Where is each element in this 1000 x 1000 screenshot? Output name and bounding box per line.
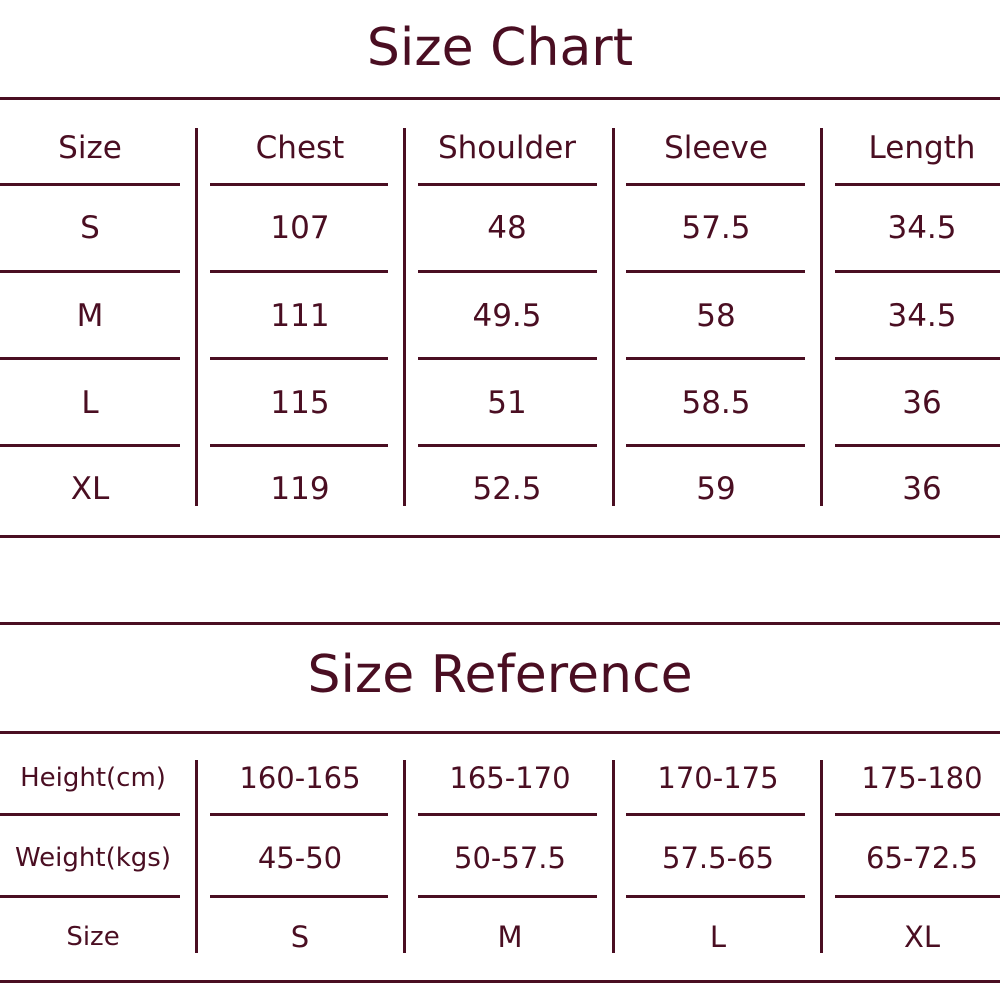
column-divider — [403, 760, 406, 953]
row-divider — [626, 357, 805, 360]
size-chart-title: Size Chart — [366, 18, 634, 78]
table-cell: XL — [903, 920, 941, 954]
column-divider — [612, 128, 615, 506]
row-divider — [835, 183, 1000, 186]
table-cell: M — [76, 298, 104, 334]
row-divider — [626, 270, 805, 273]
row-divider — [835, 270, 1000, 273]
row-label: Weight(kgs) — [15, 843, 171, 873]
row-divider — [626, 183, 805, 186]
table-cell: 57.5-65 — [662, 841, 774, 875]
table-cell: 59 — [696, 471, 736, 507]
column-header: Sleeve — [664, 130, 768, 166]
table-cell: 115 — [270, 385, 330, 421]
column-header: Chest — [255, 130, 345, 166]
table-cell: 58 — [696, 298, 736, 334]
table-cell: 58.5 — [681, 385, 751, 421]
table-cell: 65-72.5 — [866, 841, 978, 875]
row-divider — [210, 357, 388, 360]
row-divider — [210, 183, 388, 186]
row-divider — [0, 895, 180, 898]
table-cell: 36 — [902, 385, 942, 421]
table-cell: L — [709, 920, 727, 954]
table-cell: 34.5 — [887, 210, 957, 246]
table-cell: 45-50 — [257, 841, 343, 875]
table-cell: 34.5 — [887, 298, 957, 334]
row-divider — [626, 444, 805, 447]
column-divider — [195, 760, 198, 953]
row-divider — [835, 444, 1000, 447]
row-divider — [210, 813, 388, 816]
size-reference-title: Size Reference — [307, 645, 693, 705]
table-cell: 52.5 — [472, 471, 542, 507]
column-divider — [820, 128, 823, 506]
table-cell: 107 — [270, 210, 330, 246]
row-divider — [835, 895, 1000, 898]
table-cell: S — [80, 210, 100, 246]
table-cell: 36 — [902, 471, 942, 507]
table-cell: L — [81, 385, 99, 421]
row-divider — [418, 183, 597, 186]
table-cell: 50-57.5 — [454, 841, 566, 875]
row-divider — [418, 813, 597, 816]
row-divider — [210, 444, 388, 447]
column-header: Shoulder — [437, 130, 577, 166]
table-cell: M — [497, 920, 523, 954]
table-cell: XL — [70, 471, 110, 507]
divider-line — [0, 97, 1000, 100]
column-divider — [820, 760, 823, 953]
row-divider — [835, 357, 1000, 360]
divider-line — [0, 535, 1000, 538]
divider-line — [0, 622, 1000, 625]
table-cell: 48 — [487, 210, 527, 246]
table-cell: 165-170 — [449, 761, 571, 795]
row-divider — [626, 895, 805, 898]
row-divider — [0, 813, 180, 816]
column-divider — [612, 760, 615, 953]
row-divider — [210, 895, 388, 898]
row-label: Size — [66, 922, 120, 952]
row-divider — [0, 270, 180, 273]
column-header: Length — [868, 130, 976, 166]
row-divider — [418, 895, 597, 898]
divider-line — [0, 980, 1000, 983]
row-label: Height(cm) — [20, 763, 166, 793]
column-divider — [403, 128, 406, 506]
row-divider — [418, 357, 597, 360]
table-cell: 57.5 — [681, 210, 751, 246]
table-cell: 119 — [270, 471, 330, 507]
table-cell: 160-165 — [239, 761, 361, 795]
divider-line — [0, 731, 1000, 734]
row-divider — [0, 357, 180, 360]
table-cell: 49.5 — [472, 298, 542, 334]
row-divider — [0, 444, 180, 447]
table-cell: 170-175 — [657, 761, 779, 795]
row-divider — [626, 813, 805, 816]
table-cell: 111 — [270, 298, 330, 334]
table-cell: S — [290, 920, 310, 954]
row-divider — [418, 270, 597, 273]
row-divider — [418, 444, 597, 447]
row-divider — [0, 183, 180, 186]
row-divider — [835, 813, 1000, 816]
row-divider — [210, 270, 388, 273]
table-cell: 175-180 — [861, 761, 983, 795]
column-divider — [195, 128, 198, 506]
table-cell: 51 — [487, 385, 527, 421]
column-header: Size — [58, 130, 122, 166]
